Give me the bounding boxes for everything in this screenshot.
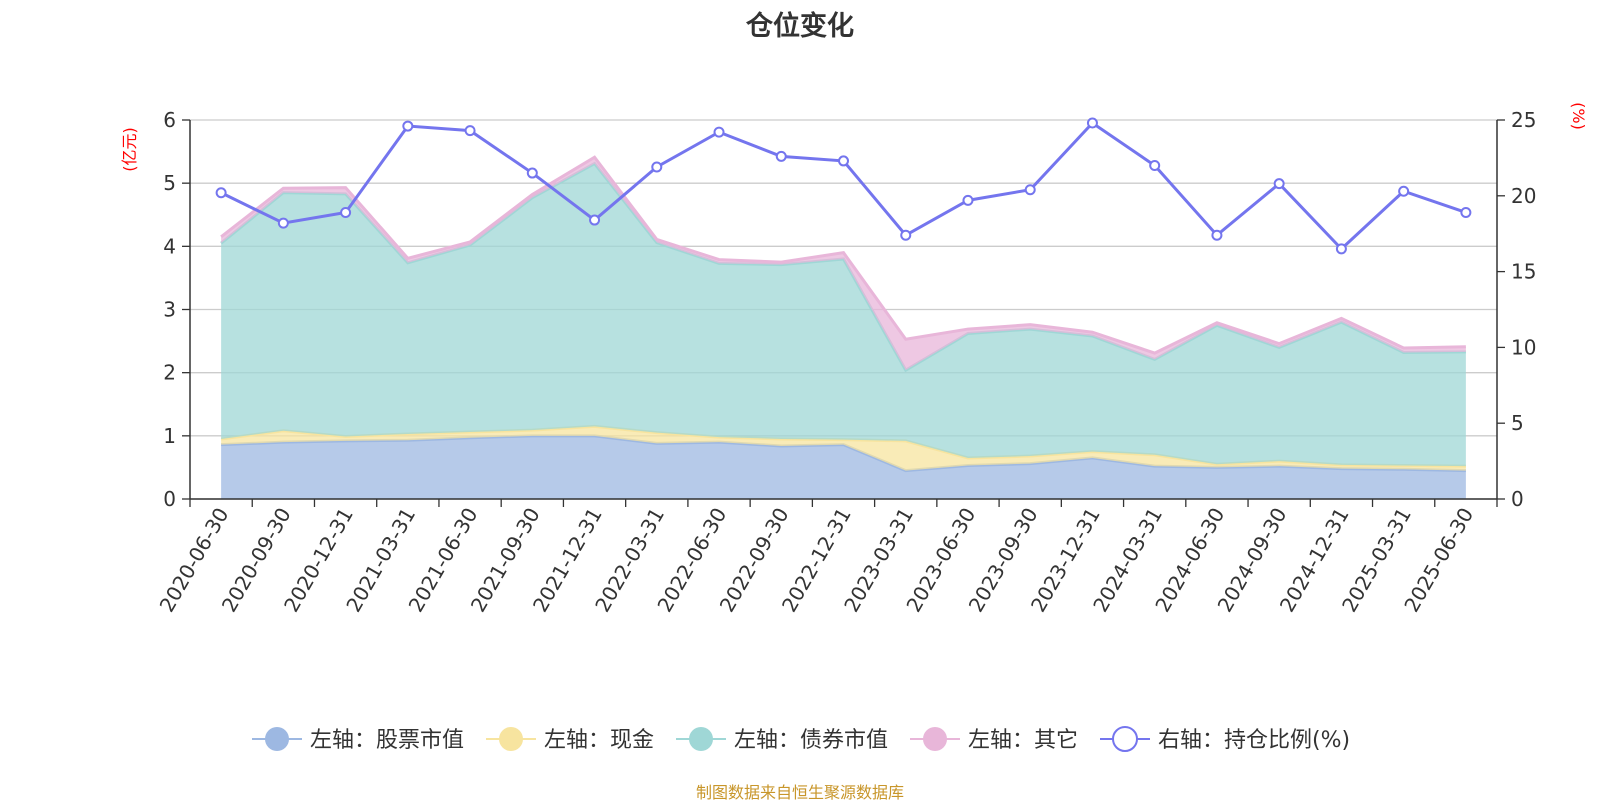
- legend-marker-icon: [265, 727, 289, 751]
- line-point: [464, 125, 476, 137]
- legend-item: 左轴：其它: [910, 727, 1078, 753]
- line-point: [962, 194, 974, 206]
- legend-marker-icon: [1112, 726, 1138, 752]
- line-point: [651, 161, 663, 173]
- y-left-tick-label: 5: [163, 171, 176, 195]
- area-左轴：债券市值: [221, 163, 1466, 467]
- line-point: [526, 167, 538, 179]
- y-right-tick-label: 20: [1511, 184, 1536, 208]
- chart-title: 仓位变化: [746, 11, 854, 42]
- line-point: [775, 150, 787, 162]
- legend-marker-icon: [499, 727, 523, 751]
- area-左轴：股票市值: [221, 435, 1466, 499]
- y-right-tick-label: 25: [1511, 108, 1536, 132]
- y-left-tick-label: 2: [163, 361, 176, 385]
- line-point: [1024, 184, 1036, 196]
- y-left-tick-label: 1: [163, 424, 176, 448]
- area-左轴：现金: [221, 426, 1466, 471]
- line-point: [1335, 243, 1347, 255]
- area-edge-左轴：其它: [220, 155, 1466, 355]
- y-right-tick-label: 10: [1511, 335, 1536, 359]
- legend-label: 右轴：持仓比例(%): [1158, 728, 1350, 753]
- legend-item: 左轴：股票市值: [252, 727, 464, 753]
- line-point: [1273, 178, 1285, 190]
- legend-marker-icon: [689, 727, 713, 751]
- line-point: [713, 126, 725, 138]
- line-point: [340, 206, 352, 218]
- line-point: [1086, 117, 1098, 129]
- legend-label: 左轴：其它: [968, 728, 1078, 753]
- legend-label: 左轴：现金: [544, 728, 654, 753]
- y-left-tick-label: 3: [163, 298, 176, 322]
- y-right-tick-label: 5: [1511, 411, 1524, 435]
- line-point: [215, 187, 227, 199]
- legend-item: 左轴：现金: [486, 727, 654, 753]
- y-left-tick-label: 4: [163, 234, 176, 258]
- y-left-tick-label: 0: [163, 487, 176, 511]
- line-point: [900, 229, 912, 241]
- y-left-tick-label: 6: [163, 108, 176, 132]
- legend-marker-icon: [923, 727, 947, 751]
- line-point: [838, 155, 849, 167]
- line-point: [402, 120, 414, 132]
- legend-label: 左轴：股票市值: [310, 728, 464, 753]
- line-point: [1211, 229, 1223, 241]
- line-point: [589, 214, 601, 226]
- y-left-axis-label: (亿元): [120, 127, 139, 172]
- source-note: 制图数据来自恒生聚源数据库: [695, 783, 904, 802]
- line-point: [1149, 159, 1161, 171]
- line-point: [1398, 185, 1410, 197]
- line-point: [1460, 206, 1472, 218]
- legend-item: 右轴：持仓比例(%): [1100, 726, 1350, 753]
- line-point: [277, 217, 289, 229]
- y-right-tick-label: 15: [1511, 260, 1536, 284]
- legend-item: 左轴：债券市值: [676, 727, 888, 753]
- legend-label: 左轴：债券市值: [734, 728, 888, 753]
- y-right-axis-label: (%): [1569, 102, 1588, 130]
- y-right-tick-label: 0: [1511, 487, 1524, 511]
